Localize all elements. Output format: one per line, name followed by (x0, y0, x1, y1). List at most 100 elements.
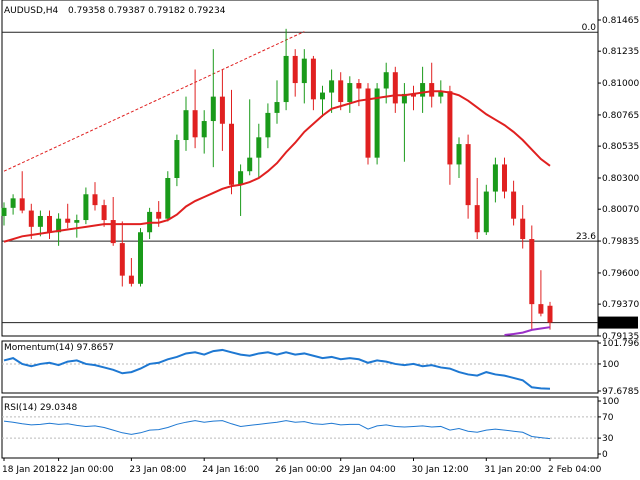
candle-body (110, 220, 116, 244)
candle-body (201, 121, 207, 138)
price-axis-tick-label: 0.80300 (602, 174, 639, 184)
candle-body (174, 140, 180, 178)
candle[interactable] (19, 171, 25, 214)
candle-body (274, 102, 280, 113)
candle[interactable] (338, 72, 344, 111)
candle[interactable] (92, 182, 98, 211)
candle[interactable] (137, 228, 144, 287)
candle[interactable] (83, 187, 89, 225)
price-axis-tick-label: 0.80070 (602, 205, 639, 215)
candle[interactable] (347, 76, 353, 113)
candle[interactable] (101, 199, 107, 227)
candle[interactable] (65, 203, 71, 229)
candle[interactable] (110, 196, 116, 246)
candle[interactable] (192, 69, 198, 149)
candle[interactable] (210, 49, 216, 168)
candle[interactable] (292, 49, 298, 97)
candle[interactable] (256, 123, 262, 178)
momentum-pane[interactable]: 101.7965 100 97.6785 (1, 339, 640, 397)
momentum-line (3, 348, 551, 390)
current-price-value: 0.79234 (601, 319, 638, 329)
candle-body (456, 144, 462, 165)
fibonacci-level-label: 0.0 (582, 23, 597, 33)
candle[interactable] (183, 96, 189, 151)
price-axis-tick-label: 0.79370 (602, 300, 639, 310)
candle[interactable] (310, 55, 316, 111)
candle[interactable] (247, 99, 253, 176)
candle[interactable] (128, 258, 134, 287)
candle[interactable] (511, 180, 517, 226)
price-pane[interactable]: 0.81465 0.81235 0.81000 0.80765 0.80535 0.803… (1, 0, 639, 342)
candle[interactable] (420, 66, 426, 113)
current-price-tag (598, 316, 638, 329)
candle-body (83, 194, 89, 221)
candle[interactable] (329, 69, 335, 113)
momentum-pane-frame (1, 340, 599, 394)
time-axis-tick-label: 29 Jan 04:00 (339, 465, 396, 475)
candle-body (538, 304, 544, 314)
candle-body (347, 83, 353, 103)
moving-average-line (3, 90, 551, 243)
candle[interactable] (201, 110, 207, 154)
candle[interactable] (392, 66, 398, 113)
momentum-axis-tick-label: 100 (602, 360, 619, 370)
candle[interactable] (465, 134, 471, 219)
candle-body (192, 110, 198, 138)
candle[interactable] (56, 213, 62, 246)
candle-body (365, 88, 371, 158)
candle-body (183, 110, 189, 141)
candle[interactable] (28, 203, 34, 240)
candle[interactable] (365, 83, 371, 165)
candle[interactable] (228, 89, 235, 195)
candle[interactable] (274, 80, 280, 124)
candle[interactable] (37, 210, 43, 237)
candle[interactable] (238, 164, 244, 216)
candle[interactable] (283, 28, 289, 111)
candle[interactable] (410, 85, 417, 111)
candle[interactable] (265, 103, 271, 149)
candle[interactable] (119, 221, 125, 287)
candle-body (74, 220, 80, 223)
candle[interactable] (165, 171, 171, 222)
time-axis-tick-label: 26 Jan 00:00 (275, 465, 332, 475)
candle[interactable] (474, 178, 480, 240)
rsi-pane[interactable]: 100 70 30 0 (1, 396, 619, 460)
candle[interactable] (174, 134, 180, 187)
candle-body (483, 191, 489, 233)
candle[interactable] (492, 157, 498, 203)
rsi-pane-frame (1, 396, 599, 459)
candle[interactable] (429, 62, 435, 108)
trendline (3, 31, 305, 172)
candle[interactable] (10, 194, 16, 215)
candle-body (319, 92, 326, 100)
candle-body (529, 239, 535, 305)
candle[interactable] (456, 137, 462, 178)
candle[interactable] (319, 85, 326, 117)
candle[interactable] (501, 157, 508, 199)
candle-body (265, 112, 271, 138)
time-axis-tick-label: 23 Jan 08:00 (129, 465, 186, 475)
candle[interactable] (219, 69, 225, 151)
candle-body (46, 215, 53, 233)
candle[interactable] (538, 270, 544, 317)
candle[interactable] (374, 83, 380, 165)
candle[interactable] (520, 205, 526, 249)
rsi-axis-tick-label: 100 (602, 397, 619, 407)
candle[interactable] (74, 214, 80, 238)
time-axis-tick-label: 22 Jan 00:00 (57, 465, 114, 475)
time-axis-tick-label: 18 Jan 2018 (2, 465, 56, 475)
candle[interactable] (447, 85, 453, 185)
candle-body (128, 275, 134, 284)
chart-header-symbol: AUDUSD,H4 (4, 6, 59, 16)
price-axis-tick-label: 0.80535 (602, 142, 639, 152)
candle[interactable] (301, 49, 307, 104)
candle-body (19, 198, 25, 211)
candle-body (447, 91, 453, 165)
candle[interactable] (46, 210, 53, 240)
candle-body (401, 93, 407, 104)
candle[interactable] (529, 225, 535, 330)
candle-body (92, 194, 98, 206)
candle[interactable] (547, 301, 553, 330)
candle[interactable] (1, 202, 7, 226)
candle[interactable] (483, 184, 489, 235)
